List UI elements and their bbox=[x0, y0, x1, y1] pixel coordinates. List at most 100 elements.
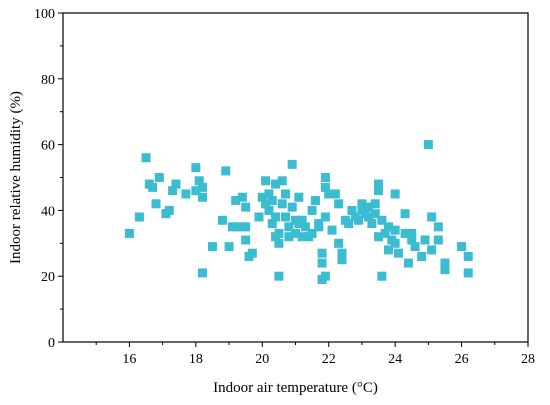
data-point bbox=[320, 271, 330, 281]
data-point bbox=[374, 186, 384, 196]
data-point bbox=[390, 225, 400, 235]
data-point bbox=[221, 166, 231, 176]
data-point bbox=[357, 199, 367, 209]
data-point bbox=[307, 205, 317, 215]
data-point bbox=[291, 228, 300, 238]
y-tick-label: 0 bbox=[48, 336, 55, 351]
x-tick-label: 20 bbox=[255, 352, 269, 367]
data-point bbox=[274, 228, 284, 238]
data-point bbox=[198, 268, 207, 278]
data-point bbox=[134, 212, 144, 222]
data-point bbox=[241, 235, 251, 245]
data-point bbox=[284, 222, 294, 232]
x-tick-label: 16 bbox=[122, 352, 136, 367]
data-point bbox=[400, 209, 410, 219]
data-point bbox=[317, 248, 327, 258]
y-tick-label: 20 bbox=[41, 270, 55, 285]
data-point bbox=[267, 196, 277, 206]
data-point bbox=[297, 215, 307, 225]
y-axis-ticks: 0 20 40 60 80 100 bbox=[34, 7, 63, 351]
data-point bbox=[294, 192, 304, 202]
data-point bbox=[320, 173, 330, 182]
data-point bbox=[297, 232, 307, 242]
data-point bbox=[164, 205, 174, 215]
y-tick-label: 80 bbox=[41, 73, 55, 88]
data-point bbox=[284, 232, 294, 242]
data-point bbox=[124, 228, 134, 238]
data-point bbox=[367, 219, 377, 229]
data-point bbox=[417, 251, 427, 261]
y-axis-title: Indoor relative humidity (%) bbox=[8, 91, 24, 264]
data-point bbox=[427, 245, 437, 255]
data-point bbox=[370, 209, 380, 219]
x-tick-label: 24 bbox=[388, 352, 402, 367]
data-point bbox=[433, 235, 443, 245]
data-point bbox=[181, 189, 191, 199]
data-point bbox=[151, 199, 161, 209]
data-point bbox=[277, 199, 287, 209]
data-point bbox=[390, 238, 400, 248]
data-point bbox=[320, 212, 330, 222]
data-point bbox=[310, 196, 320, 206]
data-point bbox=[274, 238, 284, 248]
data-point bbox=[194, 176, 204, 186]
data-point bbox=[440, 258, 450, 268]
data-point bbox=[274, 271, 284, 281]
data-point bbox=[324, 189, 334, 199]
data-point bbox=[271, 179, 281, 189]
data-point bbox=[307, 228, 317, 238]
data-point bbox=[217, 215, 227, 225]
x-tick-label: 26 bbox=[455, 352, 469, 367]
data-point bbox=[168, 186, 178, 196]
data-point bbox=[463, 251, 473, 261]
data-point bbox=[463, 268, 473, 278]
x-tick-label: 28 bbox=[521, 352, 535, 367]
data-point bbox=[191, 163, 201, 173]
data-point bbox=[191, 186, 201, 196]
data-point bbox=[241, 222, 251, 232]
data-point bbox=[267, 219, 277, 229]
data-point bbox=[400, 228, 410, 238]
data-point bbox=[261, 199, 271, 209]
data-point bbox=[384, 222, 393, 232]
data-point bbox=[374, 232, 384, 242]
data-point bbox=[287, 159, 297, 169]
data-point bbox=[410, 242, 420, 252]
data-point bbox=[237, 192, 247, 202]
data-point bbox=[407, 235, 417, 245]
data-point bbox=[427, 212, 437, 222]
data-point bbox=[231, 196, 241, 206]
data-point bbox=[257, 192, 267, 202]
data-point bbox=[374, 179, 384, 189]
data-point bbox=[154, 173, 164, 182]
x-tick-label: 18 bbox=[189, 352, 203, 367]
data-point bbox=[224, 242, 234, 252]
data-point bbox=[380, 228, 390, 238]
y-tick-label: 100 bbox=[34, 7, 55, 22]
data-point bbox=[377, 271, 387, 281]
data-point bbox=[457, 242, 467, 252]
data-point bbox=[334, 238, 344, 248]
data-point bbox=[393, 248, 403, 258]
data-point bbox=[148, 182, 158, 192]
data-point bbox=[364, 212, 374, 222]
data-point bbox=[264, 189, 274, 199]
x-tick-label: 22 bbox=[322, 352, 336, 367]
y-tick-label: 40 bbox=[41, 204, 55, 219]
data-point bbox=[423, 140, 433, 150]
data-point bbox=[198, 192, 207, 202]
data-point bbox=[344, 219, 354, 229]
data-point bbox=[330, 189, 340, 199]
data-point bbox=[241, 202, 251, 212]
data-point bbox=[281, 212, 291, 222]
data-point bbox=[314, 222, 324, 232]
data-points bbox=[124, 140, 473, 284]
data-point bbox=[347, 205, 357, 215]
data-point bbox=[277, 176, 287, 186]
data-point bbox=[317, 258, 327, 268]
data-point bbox=[370, 199, 380, 209]
data-point bbox=[227, 222, 237, 232]
data-point bbox=[300, 222, 310, 232]
data-point bbox=[334, 199, 344, 209]
